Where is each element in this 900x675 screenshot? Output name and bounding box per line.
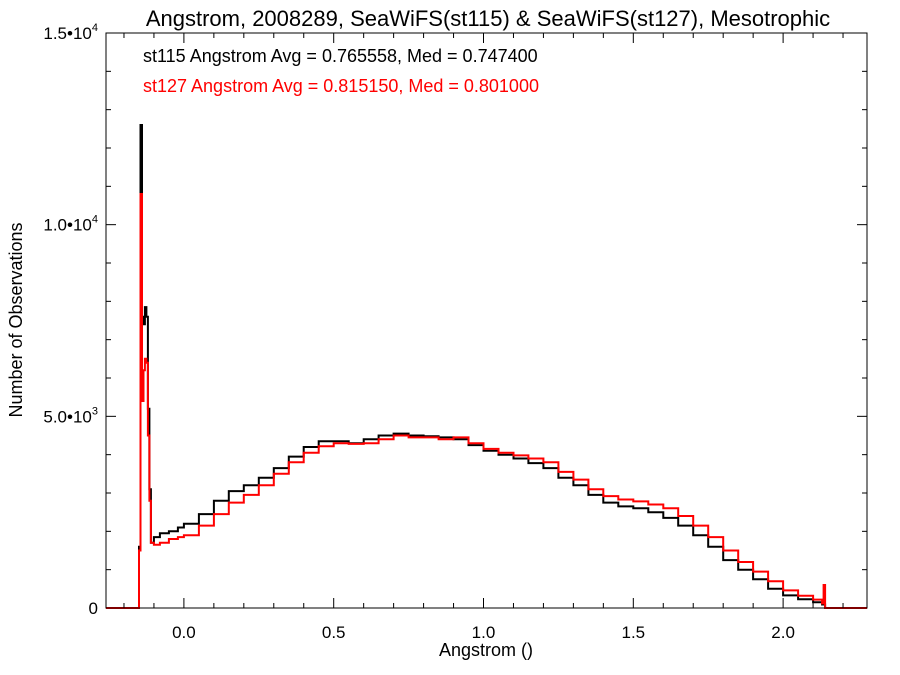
y-tick-label: 5.0•103	[43, 405, 98, 426]
series-line-0	[106, 124, 867, 609]
y-tick-label: 1.0•104	[43, 214, 98, 235]
chart-title: Angstrom, 2008289, SeaWiFS(st115) & SeaW…	[146, 6, 830, 31]
x-axis-ticks: 0.0 0.5 1.0 1.5 2.0	[123, 33, 844, 642]
x-tick-label: 0.5	[322, 623, 346, 642]
legend-entry-st115: st115 Angstrom Avg = 0.765558, Med = 0.7…	[143, 46, 538, 66]
y-tick-label: 0	[89, 599, 98, 618]
legend-entry-st127: st127 Angstrom Avg = 0.815150, Med = 0.8…	[143, 76, 539, 96]
x-tick-label: 2.0	[771, 623, 795, 642]
series-layer	[106, 124, 867, 609]
plot-frame	[105, 32, 868, 609]
y-axis-label: Number of Observations	[6, 222, 26, 417]
y-tick-label: 1.5•104	[43, 22, 98, 43]
x-tick-label: 1.0	[472, 623, 496, 642]
series-line-1	[106, 193, 867, 609]
x-tick-label: 1.5	[621, 623, 645, 642]
x-axis-label: Angstrom ()	[439, 640, 533, 660]
y-axis-ticks: 0 5.0•103 1.0•104 1.5•104	[43, 22, 867, 618]
x-tick-label: 0.0	[172, 623, 196, 642]
